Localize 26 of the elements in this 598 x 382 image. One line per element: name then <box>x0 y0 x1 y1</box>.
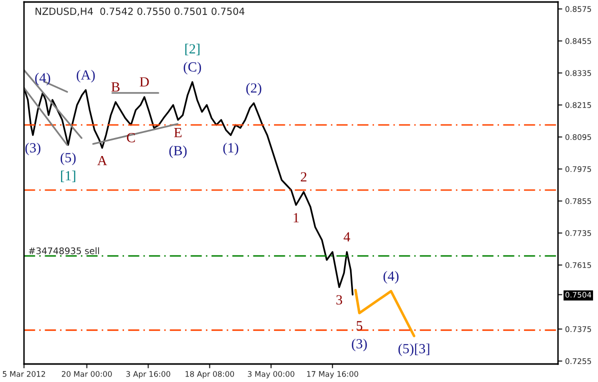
annotation: 3 <box>336 295 342 305</box>
annotation: 2 <box>300 172 306 182</box>
annotation: (1) <box>223 142 238 156</box>
annotation: [1] <box>61 170 76 182</box>
annotation: (5) <box>60 152 76 166</box>
annotation: (C) <box>184 62 202 74</box>
annotation: 5 <box>356 321 362 330</box>
annotation: E <box>174 128 182 138</box>
annotation: 1 <box>294 213 299 222</box>
annotation: D <box>140 77 149 86</box>
annotation: (B) <box>169 146 187 158</box>
annotation: (A) <box>76 70 95 82</box>
annotation: (5)[3] <box>398 344 430 356</box>
annotation: B <box>111 82 120 92</box>
annotation: (4) <box>384 270 399 284</box>
annotation: (2) <box>246 82 262 96</box>
annotation: (3) <box>25 142 40 156</box>
text: NZDUSD,H4 0.7542 0.7550 0.7501 0.7504 <box>36 8 244 16</box>
annotation: (3) <box>352 338 367 352</box>
annotation: A <box>97 156 108 166</box>
annotation: [2] <box>185 44 200 56</box>
line-series <box>354 288 416 338</box>
annotation: 4 <box>344 232 350 242</box>
annotation: (4) <box>35 72 50 86</box>
ref-line-label: #34748935 sell <box>28 247 99 254</box>
annotation: C <box>126 133 135 142</box>
